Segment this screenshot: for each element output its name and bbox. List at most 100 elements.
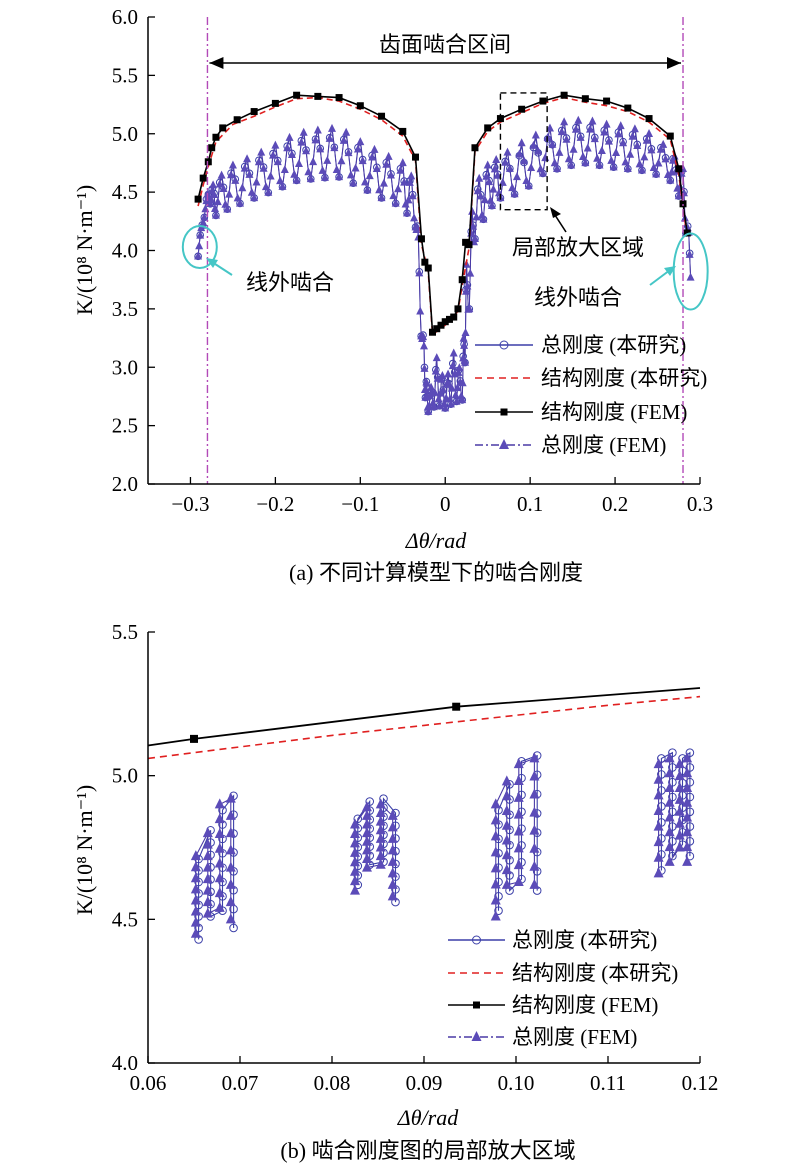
a-total-fem-point (351, 163, 360, 172)
a-total-fem-point (654, 158, 663, 167)
b-total-fem-point (225, 792, 236, 803)
legend-a-item-3: 总刚度 (FEM) (541, 433, 666, 457)
legend-a-item-1: 结构刚度 (本研究) (541, 366, 707, 390)
a-total-fem-point (647, 145, 656, 154)
b-total-fem-point (682, 752, 693, 763)
a-total-fem-point (659, 139, 668, 148)
b-total-fem-point (350, 837, 360, 848)
a-total-fem-point (250, 193, 259, 202)
a-struct-fem-point (399, 127, 407, 135)
a-total-fem-point (666, 175, 675, 184)
b-total-fem-point (202, 907, 213, 918)
a-total-fem-point (483, 160, 492, 169)
a-struct-fem-point (560, 91, 568, 99)
a-total-fem-point (370, 144, 379, 153)
a-total-fem-point (501, 157, 510, 166)
a-total-fem-point (290, 169, 299, 178)
a-total-fem-point (490, 164, 499, 173)
a-struct-fem-point (445, 315, 453, 323)
a-total-fem-point (576, 132, 585, 141)
b-total-fem-point (501, 864, 512, 875)
a-total-fem-point (273, 157, 282, 166)
a-struct-study-line (197, 96, 689, 337)
a-total-fem-point (297, 137, 306, 146)
b-total-fem-point (664, 811, 675, 822)
b-xtick-label: 0.10 (498, 1071, 535, 1095)
b-total-fem-point (674, 841, 685, 852)
a-total-fem-point (269, 150, 278, 159)
b-total-fem-point (513, 859, 524, 870)
a-ytick-label: 3.5 (112, 297, 138, 321)
b-total-fem-point (490, 798, 501, 809)
a-total-fem-point (396, 165, 405, 174)
a-total-fem-point (210, 204, 219, 213)
b-total-fem-point (202, 884, 213, 895)
a-total-fem-point (493, 170, 502, 179)
a-struct-fem-point (421, 258, 429, 266)
a-struct-fem-point (675, 165, 683, 173)
b-total-fem-point (513, 758, 524, 769)
a-total-fem-point (238, 183, 247, 192)
a-struct-fem-point (581, 95, 589, 103)
legend-a-marker-struct-fem (500, 408, 508, 416)
b-total-fem-point (653, 867, 664, 878)
a-xtick-label: 0.3 (687, 492, 713, 516)
a-total-fem-point (503, 147, 512, 156)
b-total-fem-point (361, 844, 372, 855)
a-ytick-label: 4.0 (112, 239, 138, 263)
a-total-fem-point (505, 163, 514, 172)
a-total-fem-point (271, 140, 280, 149)
zoom-region-box (499, 92, 548, 211)
outside-mesh-pointer-left-head (206, 258, 218, 268)
b-total-fem-point (513, 775, 524, 786)
a-total-fem-point (461, 357, 470, 366)
a-total-fem-point (283, 143, 292, 152)
b-total-fem-point (501, 834, 512, 845)
a-total-fem-point (512, 172, 521, 181)
a-total-fem-point (515, 149, 524, 158)
a-xtick-label: 0.2 (602, 492, 628, 516)
a-total-fem-point (628, 131, 637, 140)
a-total-fem-point (391, 198, 400, 207)
a-total-fem-point (593, 153, 602, 162)
legend-a-item-0: 总刚度 (本研究) (541, 333, 686, 357)
b-struct-fem-point (190, 734, 198, 743)
a-total-fem-point (468, 206, 477, 215)
a-total-fem-point (211, 210, 220, 219)
a-total-fem-point (534, 146, 543, 155)
a-total-fem-point (292, 175, 301, 184)
a-total-fem-point (609, 162, 618, 171)
b-total-fem-point (513, 791, 524, 802)
a-total-fem-point (595, 160, 604, 169)
a-total-fem-point (285, 132, 294, 141)
a-ytick-label: 2.0 (112, 472, 138, 496)
a-total-fem-point (405, 177, 414, 186)
a-total-fem-point (489, 184, 498, 193)
b-total-study-point (685, 851, 695, 861)
b-total-fem-point (501, 878, 512, 889)
a-total-fem-point (328, 123, 336, 132)
b-total-fem-point (387, 855, 398, 866)
b-total-fem-point (501, 819, 512, 830)
a-struct-fem-point (679, 200, 687, 208)
legend-a-marker-total-study (499, 340, 509, 350)
a-total-fem-point (466, 268, 475, 277)
a-xtick-label: −0.3 (171, 492, 209, 516)
a-total-fem-point (339, 135, 348, 144)
b-total-study-point (657, 770, 666, 779)
a-total-fem-point (210, 189, 219, 198)
a-total-fem-point (656, 144, 665, 153)
b-total-fem-point (361, 809, 372, 820)
b-total-fem-point (490, 846, 501, 857)
b-total-fem-point (664, 781, 675, 792)
a-total-fem-point (492, 155, 501, 164)
b-total-fem-point (202, 850, 213, 861)
b-total-study-point (668, 777, 677, 787)
b-total-fem-point (387, 809, 398, 820)
b-total-study-point (685, 807, 695, 817)
a-total-fem-point (299, 127, 308, 136)
b-total-fem-point (529, 770, 540, 781)
b-total-study-point (379, 794, 388, 803)
b-total-fem-point (214, 872, 225, 883)
